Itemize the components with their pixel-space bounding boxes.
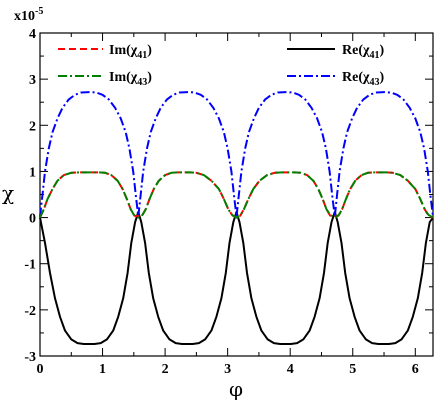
- legend-label-Im_chi41: Im(χ41): [109, 43, 152, 61]
- series-layer: [39, 91, 434, 345]
- y-tick-label: 3: [29, 73, 36, 88]
- x-tick-label: 2: [162, 362, 169, 377]
- x-tick-label: 6: [412, 362, 419, 377]
- legend-label-end: ): [379, 70, 384, 85]
- y-tick-label: 4: [29, 27, 36, 42]
- legend-label-main: Re(χ: [342, 70, 370, 85]
- legend-label-Im_chi43: Im(χ43): [109, 70, 152, 88]
- series-line-Im_chi43: [39, 171, 434, 219]
- axis-ticks: [39, 32, 433, 357]
- x-tick-label: 4: [287, 362, 294, 377]
- y-tick-label: 1: [29, 165, 36, 180]
- x-tick-label: 0: [37, 362, 44, 377]
- x-axis-title: φ: [229, 377, 243, 401]
- legend-label-main: Re(χ: [342, 43, 370, 58]
- legend-label-main: Im(χ: [109, 70, 138, 85]
- y-axis-title: χ: [2, 181, 14, 205]
- legend-label-Re_chi43: Re(χ43): [342, 70, 384, 88]
- x-tick-label: 5: [349, 362, 356, 377]
- x-tick-label: 3: [224, 362, 231, 377]
- y-multiplier-exponent: -5: [35, 6, 43, 17]
- series-line-Re_chi41: [39, 211, 434, 345]
- y-tick-label: -2: [24, 304, 36, 319]
- legend-label-sub: 43: [369, 77, 379, 88]
- x-tick-label: 1: [99, 362, 106, 377]
- legend-label-Re_chi41: Re(χ41): [342, 43, 384, 61]
- y-tick-labels: -3 -2 -1 0 1 2 3 4: [24, 27, 36, 365]
- y-multiplier: x10-5: [14, 6, 43, 24]
- y-tick-label: 0: [29, 212, 36, 227]
- legend-label-main: Im(χ: [109, 43, 138, 58]
- legend-label-sub: 41: [137, 50, 147, 61]
- legend-label-end: ): [147, 70, 152, 85]
- series-line-Re_chi43: [39, 91, 434, 218]
- y-tick-label: 2: [29, 119, 36, 134]
- legend-label-sub: 41: [369, 50, 379, 61]
- legend: Im(χ41)Im(χ43)Re(χ41)Re(χ43): [58, 43, 384, 88]
- y-multiplier-base: x10: [14, 9, 35, 24]
- legend-label-end: ): [147, 43, 152, 58]
- legend-label-sub: 43: [137, 77, 147, 88]
- y-tick-label: -3: [24, 350, 36, 365]
- legend-label-end: ): [379, 43, 384, 58]
- x-tick-labels: 0 1 2 3 4 5 6: [37, 362, 419, 377]
- y-tick-label: -1: [24, 258, 36, 273]
